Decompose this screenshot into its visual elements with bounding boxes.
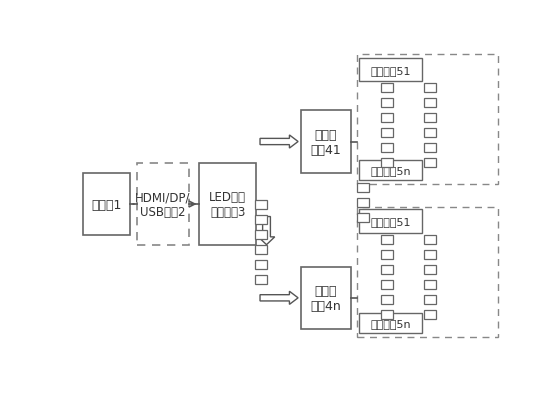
Bar (424, 236, 436, 245)
Bar (359, 59, 422, 82)
Bar (381, 266, 393, 274)
Text: 信号分
配器4n: 信号分 配器4n (311, 284, 341, 312)
Bar (357, 183, 369, 192)
Bar (357, 213, 369, 222)
Text: LED显示
屏控制器3: LED显示 屏控制器3 (209, 191, 246, 218)
Text: HDMI/DP/
USB模块2: HDMI/DP/ USB模块2 (135, 191, 190, 218)
Bar (381, 281, 393, 289)
Text: 显示单元51: 显示单元51 (371, 66, 411, 76)
Bar (424, 144, 436, 153)
Bar (83, 173, 131, 236)
Bar (424, 99, 436, 108)
Bar (381, 144, 393, 153)
Bar (424, 129, 436, 138)
Bar (424, 281, 436, 289)
Bar (359, 210, 422, 233)
Bar (381, 296, 393, 304)
Bar (424, 114, 436, 123)
Bar (255, 231, 267, 239)
Bar (200, 164, 256, 245)
Bar (424, 84, 436, 93)
Bar (381, 114, 393, 123)
Bar (381, 84, 393, 93)
Text: 显示单元51: 显示单元51 (371, 217, 411, 226)
Text: 显示单元5n: 显示单元5n (371, 165, 411, 175)
Text: 计算机1: 计算机1 (92, 198, 122, 211)
Bar (255, 216, 267, 224)
FancyArrow shape (260, 136, 298, 149)
Bar (255, 246, 267, 254)
Bar (301, 111, 351, 173)
Bar (255, 276, 267, 284)
Bar (381, 311, 393, 319)
Bar (357, 208, 498, 337)
Bar (424, 311, 436, 319)
Bar (255, 261, 267, 269)
Bar (381, 99, 393, 108)
Bar (357, 198, 369, 207)
Bar (381, 159, 393, 168)
Text: 信号分
配器41: 信号分 配器41 (311, 128, 341, 156)
Bar (424, 251, 436, 260)
Bar (381, 236, 393, 245)
Bar (359, 313, 422, 333)
Bar (381, 129, 393, 138)
Bar (357, 55, 498, 184)
FancyArrow shape (260, 292, 298, 305)
Text: 显示单元5n: 显示单元5n (371, 318, 411, 328)
Bar (424, 266, 436, 274)
Bar (359, 160, 422, 180)
Bar (137, 164, 189, 245)
FancyArrow shape (258, 217, 275, 245)
Bar (381, 251, 393, 260)
Bar (424, 159, 436, 168)
Bar (255, 201, 267, 209)
Bar (301, 267, 351, 329)
Bar (424, 296, 436, 304)
